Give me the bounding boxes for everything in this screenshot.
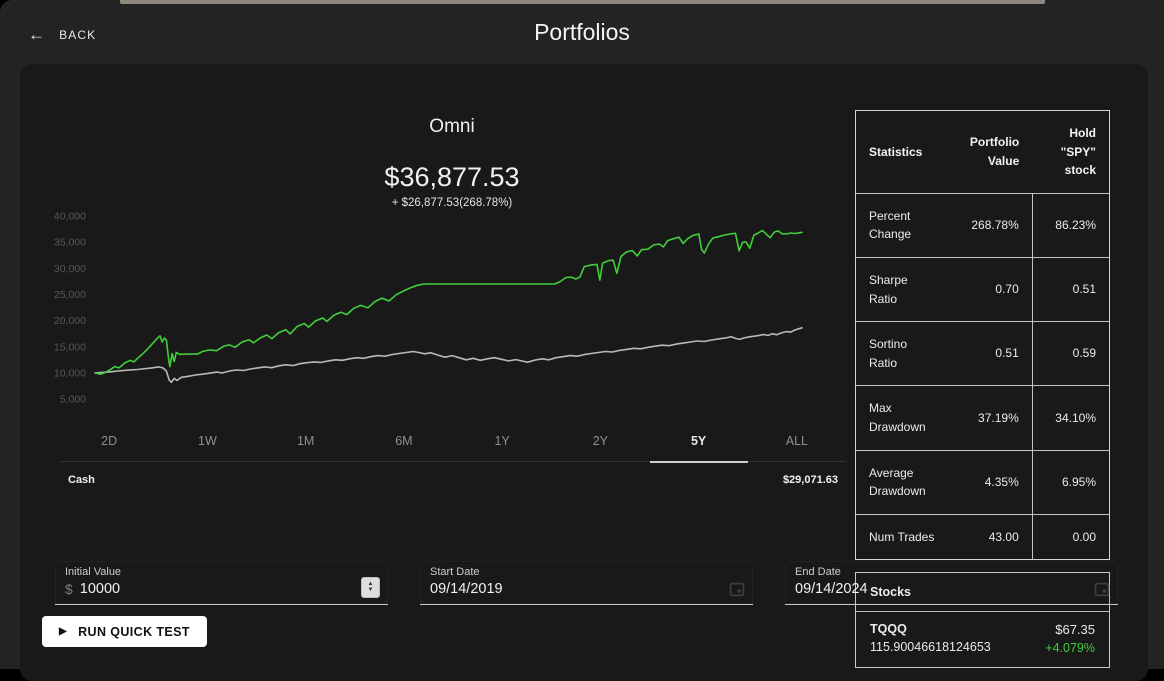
col-statistics: Statistics [856, 111, 951, 194]
tab-1m[interactable]: 1M [257, 424, 355, 461]
stat-label: Percent Change [856, 193, 951, 257]
portfolio-name: Omni [20, 116, 884, 138]
svg-text:35,000: 35,000 [54, 237, 86, 249]
tab-1w[interactable]: 1W [158, 424, 256, 461]
play-icon: ▶ [59, 626, 67, 637]
stat-portfolio-value: 37.19% [950, 386, 1032, 450]
initial-value-field: Initial Value $ ▲ ▼ [55, 561, 388, 605]
cash-label: Cash [68, 474, 95, 486]
table-row: Sharpe Ratio 0.70 0.51 [856, 257, 1110, 321]
stat-label: Max Drawdown [856, 386, 951, 450]
svg-text:5,000: 5,000 [60, 394, 86, 406]
svg-text:15,000: 15,000 [54, 341, 86, 353]
run-quick-test-label: RUN QUICK TEST [78, 625, 190, 639]
portfolio-chart[interactable]: 40,000 35,000 30,000 25,000 20,000 15,000 10,0… [40, 204, 840, 420]
stock-shares: 115.90046618124653 [870, 640, 991, 654]
stat-spy-value: 0.59 [1032, 322, 1109, 386]
time-range-tabs: 2D 1W 1M 6M 1Y 2Y 5Y ALL [60, 424, 846, 462]
col-hold-spy: Hold "SPY" stock [1032, 111, 1109, 194]
end-date-field: End Date [785, 561, 1118, 605]
stat-spy-value: 6.95% [1032, 450, 1109, 514]
window-top-strip [120, 0, 1045, 4]
table-row: Sortino Ratio 0.51 0.59 [856, 322, 1110, 386]
page-title: Portfolios [0, 19, 1164, 46]
tab-6m[interactable]: 6M [355, 424, 453, 461]
stock-price: $67.35 [1045, 622, 1095, 637]
stat-portfolio-value: 0.70 [950, 257, 1032, 321]
stepper-down-icon[interactable]: ▼ [368, 588, 374, 593]
stock-symbol: TQQQ [870, 622, 991, 636]
svg-text:10,000: 10,000 [54, 367, 86, 379]
table-row: Average Drawdown 4.35% 6.95% [856, 450, 1110, 514]
stat-spy-value: 0.51 [1032, 257, 1109, 321]
dollar-prefix: $ [65, 581, 73, 597]
stat-portfolio-value: 4.35% [950, 450, 1032, 514]
stat-label: Sharpe Ratio [856, 257, 951, 321]
statistics-table: Statistics Portfolio Value Hold "SPY" st… [855, 110, 1110, 560]
end-date-label: End Date [795, 566, 1108, 578]
stat-portfolio-value: 43.00 [950, 514, 1032, 560]
tab-5y[interactable]: 5Y [650, 424, 748, 463]
cash-value: $29,071.63 [783, 474, 838, 486]
tab-all[interactable]: ALL [748, 424, 846, 461]
svg-text:25,000: 25,000 [54, 289, 86, 301]
table-row: Num Trades 43.00 0.00 [856, 514, 1110, 560]
stat-spy-value: 0.00 [1032, 514, 1109, 560]
start-date-label: Start Date [430, 566, 743, 578]
cash-row: Cash $29,071.63 [68, 474, 838, 486]
main-panel: Omni $36,877.53 + $26,877.53(268.78%) 40… [20, 64, 1148, 681]
col-portfolio-value: Portfolio Value [950, 111, 1032, 194]
stat-spy-value: 34.10% [1032, 386, 1109, 450]
run-quick-test-button[interactable]: ▶ RUN QUICK TEST [42, 616, 207, 647]
statistics-header-row: Statistics Portfolio Value Hold "SPY" st… [856, 111, 1110, 194]
stat-label: Average Drawdown [856, 450, 951, 514]
table-row: Percent Change 268.78% 86.23% [856, 193, 1110, 257]
tab-1y[interactable]: 1Y [453, 424, 551, 461]
start-date-field: Start Date [420, 561, 753, 605]
svg-text:20,000: 20,000 [54, 315, 86, 327]
svg-text:30,000: 30,000 [54, 263, 86, 275]
calendar-icon[interactable] [729, 581, 745, 597]
stat-spy-value: 86.23% [1032, 193, 1109, 257]
tab-2d[interactable]: 2D [60, 424, 158, 461]
stat-label: Num Trades [856, 514, 951, 560]
stock-change: +4.079% [1045, 641, 1095, 655]
start-date-input[interactable] [430, 581, 743, 597]
list-item[interactable]: TQQQ 115.90046618124653 $67.35 +4.079% [856, 612, 1109, 667]
portfolio-value: $36,877.53 [20, 162, 884, 193]
end-date-input[interactable] [795, 581, 1108, 597]
initial-value-label: Initial Value [65, 566, 378, 578]
stat-portfolio-value: 0.51 [950, 322, 1032, 386]
number-stepper[interactable]: ▲ ▼ [361, 577, 380, 598]
tab-2y[interactable]: 2Y [551, 424, 649, 461]
svg-text:40,000: 40,000 [54, 211, 86, 223]
initial-value-input[interactable] [80, 581, 378, 597]
stat-portfolio-value: 268.78% [950, 193, 1032, 257]
calendar-icon[interactable] [1094, 581, 1110, 597]
stat-label: Sortino Ratio [856, 322, 951, 386]
backtest-form: Initial Value $ ▲ ▼ Start Date [55, 561, 1118, 605]
table-row: Max Drawdown 37.19% 34.10% [856, 386, 1110, 450]
